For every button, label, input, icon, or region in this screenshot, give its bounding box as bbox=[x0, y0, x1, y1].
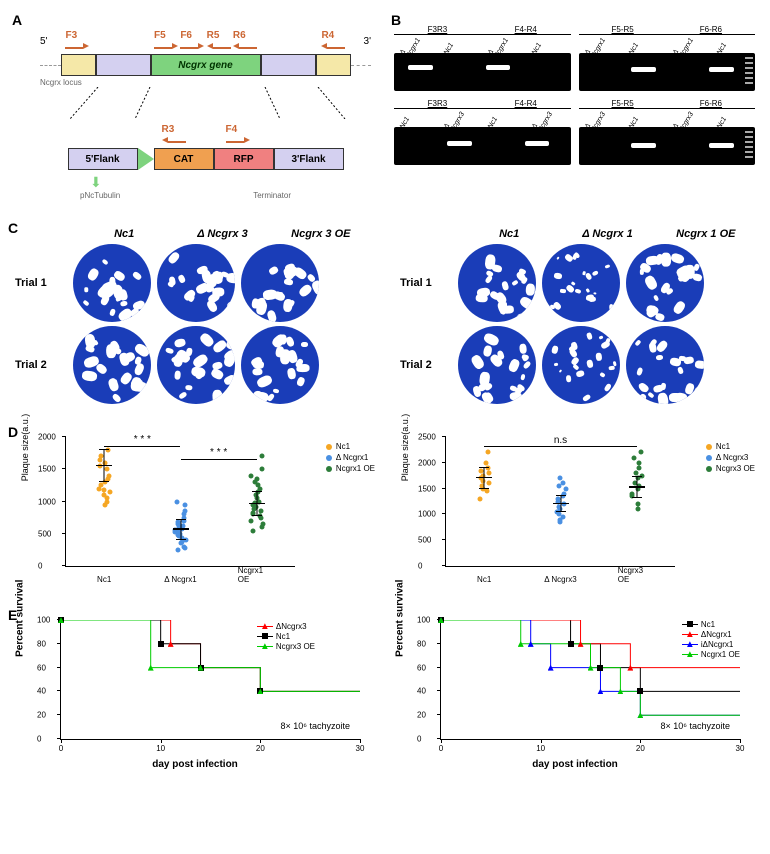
panel-b-gel: B F3R3F4-R4Δ Ncgrx1Nc1Δ Ncgrx1Nc1F5-R5F6… bbox=[389, 10, 760, 210]
survival-plot-0: Percent survivalday post infection020406… bbox=[15, 610, 375, 770]
plaque-well bbox=[73, 244, 151, 322]
primer-r6: R6 bbox=[233, 30, 257, 52]
panel-e-survival: E Percent survivalday post infection0204… bbox=[10, 605, 760, 775]
panel-c-label: C bbox=[8, 220, 18, 236]
three-prime-label: 3' bbox=[364, 36, 371, 47]
primer-f5: F5 bbox=[154, 30, 178, 52]
plaque-well bbox=[626, 244, 704, 322]
plaque-well bbox=[157, 244, 235, 322]
block-flank-top-left bbox=[61, 54, 96, 76]
primer-r5: R5 bbox=[207, 30, 231, 52]
promoter-label: pNcTubulin bbox=[80, 191, 120, 200]
plaque-well bbox=[157, 326, 235, 404]
block-spacer-left bbox=[96, 54, 151, 76]
plaque-well bbox=[542, 244, 620, 322]
plaque-well bbox=[542, 326, 620, 404]
panel-b-label: B bbox=[391, 12, 401, 28]
plaque-well bbox=[241, 244, 319, 322]
scatter-plot-0: Plaque size(a.u.)0500100015002000Nc1Δ Nc… bbox=[15, 427, 375, 592]
promoter-arrow: ⬇ bbox=[90, 174, 102, 191]
block-spacer-right bbox=[261, 54, 316, 76]
panel-a-gene-diagram: A 5' F3 F5 F6 R5 R6 R4 3' bbox=[10, 10, 381, 210]
plaque-well bbox=[73, 326, 151, 404]
plaque-well bbox=[458, 326, 536, 404]
primer-f4: F4 bbox=[226, 124, 250, 146]
gel-set-1: F5-R5F6-R6Δ Ncgrx1Nc1Δ Ncgrx1Nc1 bbox=[579, 25, 756, 91]
block-cat: CAT bbox=[154, 148, 214, 170]
block-promoter bbox=[138, 148, 154, 170]
panel-c-plaques: C Nc1Δ Ncgrx 3Ncgrx 3 OETrial 1Trial 2Nc… bbox=[10, 218, 760, 414]
locus-label: Ncgrx locus bbox=[40, 78, 371, 87]
scatter-plot-1: Plaque size(a.u.)05001000150020002500Nc1… bbox=[395, 427, 755, 592]
survival-plot-1: Percent survivalday post infection020406… bbox=[395, 610, 755, 770]
five-prime-label: 5' bbox=[40, 36, 47, 47]
terminator-label: Terminator bbox=[253, 191, 291, 200]
primer-r4: R4 bbox=[321, 30, 345, 52]
block-rfp: RFP bbox=[214, 148, 274, 170]
gel-set-0: F3R3F4-R4Δ Ncgrx1Nc1Δ Ncgrx1Nc1 bbox=[394, 25, 571, 91]
block-ncgrx-gene: Ncgrx gene bbox=[151, 54, 261, 76]
block-5flank: 5'Flank bbox=[68, 148, 138, 170]
panel-d-scatter: D Plaque size(a.u.)0500100015002000Nc1Δ … bbox=[10, 422, 760, 597]
gel-set-3: F5-R5F6-R6Δ Ncgrx3Nc1Δ Ncgrx3Nc1 bbox=[579, 99, 756, 165]
primer-f3: F3 bbox=[65, 30, 89, 52]
plaque-well bbox=[626, 326, 704, 404]
primer-r3: R3 bbox=[162, 124, 186, 146]
plaque-well bbox=[458, 244, 536, 322]
plaque-group-1: Nc1Δ Ncgrx 1Ncgrx 1 OETrial 1Trial 2 bbox=[400, 228, 755, 404]
plaque-group-0: Nc1Δ Ncgrx 3Ncgrx 3 OETrial 1Trial 2 bbox=[15, 228, 370, 404]
plaque-well bbox=[241, 326, 319, 404]
primer-f6: F6 bbox=[180, 30, 204, 52]
block-3flank: 3'Flank bbox=[274, 148, 344, 170]
gel-set-2: F3R3F4-R4Nc1Δ Ncgrx3Nc1Δ Ncgrx3 bbox=[394, 99, 571, 165]
block-flank-top-right bbox=[316, 54, 351, 76]
recombination-lines bbox=[40, 87, 371, 119]
panel-a-label: A bbox=[12, 12, 22, 28]
gene-construct-diagram: 5' F3 F5 F6 R5 R6 R4 3' Ncgrx gene bbox=[10, 10, 381, 210]
